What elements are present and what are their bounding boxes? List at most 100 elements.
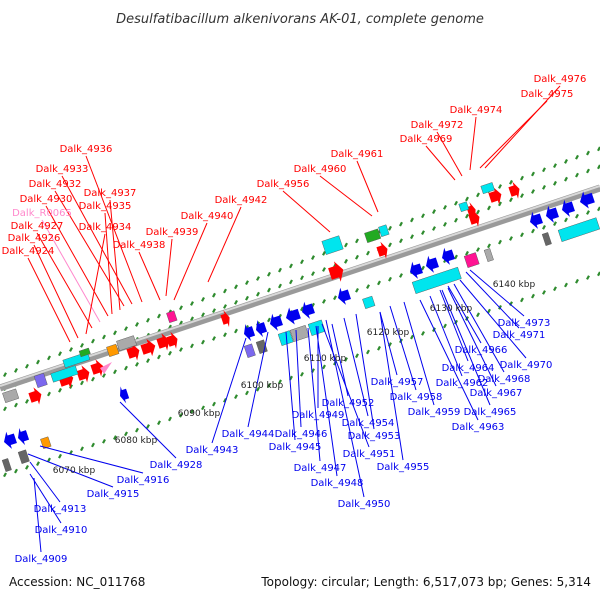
scale-tick-label: 6070 kbp: [53, 466, 96, 476]
tick-mark: [124, 431, 128, 437]
reverse-gene-arrow-shape: [442, 247, 455, 265]
tick-mark: [135, 322, 139, 327]
gene-label-bottom: Dalk_4955: [377, 462, 430, 473]
reverse-gene-box: [277, 330, 294, 346]
gene-label-bottom: Dalk_4952: [322, 398, 375, 409]
leader-line: [436, 131, 463, 177]
gene-label-bottom: Dalk_4950: [338, 499, 391, 510]
forward-gene-box-shape: [116, 335, 137, 351]
tick-mark: [520, 175, 524, 181]
forward-gene-box-shape: [321, 235, 344, 255]
tick-mark: [102, 334, 106, 340]
reverse-gene-box: [243, 343, 256, 358]
tick-mark: [509, 197, 513, 203]
tick-mark: [454, 319, 458, 325]
tick-mark: [245, 280, 249, 286]
tick-mark: [278, 267, 282, 273]
gene-label-top: Dalk_4942: [215, 195, 268, 206]
forward-gene-box: [480, 182, 495, 195]
reverse-gene-box: [557, 217, 600, 242]
tick-mark: [476, 312, 480, 318]
leader-line: [465, 271, 520, 329]
tick-mark: [410, 217, 414, 223]
leader-line: [36, 232, 93, 329]
gene-label-bottom: Dalk_4962: [436, 378, 489, 389]
gene-label-bottom: Dalk_4948: [311, 478, 364, 489]
leader-line: [109, 199, 121, 311]
forward-gene-box-shape: [2, 388, 20, 403]
tick-mark: [421, 265, 425, 271]
tick-mark: [256, 386, 260, 392]
leader-line: [459, 279, 527, 359]
scale-tick-label: 6080 kbp: [115, 436, 158, 446]
leader-line: [447, 285, 482, 344]
tick-mark: [432, 209, 436, 214]
tick-mark: [421, 331, 425, 336]
tick-mark: [25, 363, 29, 369]
tick-mark: [531, 189, 535, 194]
map-title: Desulfatibacillum alkenivorans AK-01, co…: [116, 12, 484, 27]
forward-gene-arrow: [488, 187, 502, 205]
gene-label-top: Dalk_4976: [534, 74, 587, 85]
tick-mark: [355, 238, 359, 244]
leader-line: [403, 301, 435, 406]
reverse-gene-box: [1, 458, 12, 472]
reverse-gene-box-shape: [289, 324, 310, 342]
tick-mark: [410, 334, 414, 340]
leader-line: [33, 477, 42, 553]
forward-gene-arrow: [140, 339, 156, 357]
reverse-gene-arrow: [338, 287, 351, 305]
forward-gene-box-shape: [106, 343, 120, 357]
tick-mark: [179, 320, 183, 326]
tick-mark: [190, 316, 194, 322]
forward-gene-arrow-shape: [220, 310, 230, 328]
gene-label-top: Dalk_4937: [84, 188, 137, 199]
tick-mark: [278, 379, 282, 385]
forward-gene-arrow-shape: [140, 339, 156, 357]
forward-gene-arrow: [90, 359, 104, 377]
tick-mark: [201, 312, 205, 318]
label-leader-lines: [27, 85, 561, 553]
gene-label-top: Dalk_4960: [294, 164, 347, 175]
reverse-gene-box-shape: [483, 248, 494, 262]
gene-label-top: Dalk_4935: [79, 201, 132, 212]
gene-label-top: Dalk_4975: [521, 89, 574, 100]
scale-tick-label: 6100 kbp: [241, 381, 284, 391]
tick-mark: [564, 217, 568, 223]
tick-mark: [300, 306, 304, 312]
forward-gene-arrow: [156, 333, 170, 351]
reverse-gene-box-shape: [541, 232, 552, 246]
tick-mark: [256, 291, 260, 297]
gene-label-bottom: Dalk_4957: [371, 377, 424, 388]
tick-mark: [542, 290, 546, 295]
forward-gene-box: [321, 235, 344, 255]
tick-mark: [355, 254, 359, 260]
tick-mark: [498, 239, 502, 245]
gene-label-bottom: Dalk_4915: [87, 489, 140, 500]
tick-mark: [223, 288, 227, 294]
forward-gene-arrow-shape: [28, 387, 42, 405]
tick-mark: [135, 362, 139, 367]
tick-mark: [542, 185, 546, 190]
scale-tick-label: 6120 kbp: [367, 328, 410, 338]
gene-label-top: Dalk_R0065: [12, 208, 72, 219]
tick-mark: [267, 287, 271, 293]
forward-gene-box-shape: [50, 365, 79, 383]
leader-line: [138, 251, 161, 301]
tick-mark: [531, 293, 535, 299]
forward-gene-box-shape: [364, 228, 382, 243]
tick-mark: [553, 286, 557, 292]
reverse-gene-arrow: [286, 307, 301, 325]
tick-mark: [465, 196, 469, 202]
reverse-gene-arrow: [18, 428, 30, 446]
reverse-gene-arrow: [562, 199, 575, 217]
forward-gene-box-shape: [480, 182, 495, 195]
reverse-gene-box: [17, 449, 30, 464]
leader-line: [321, 323, 370, 448]
gene-label-bottom: Dalk_4946: [275, 429, 328, 440]
gene-label-bottom: Dalk_4945: [269, 442, 322, 453]
tick-mark: [201, 405, 205, 411]
tick-mark: [344, 242, 348, 248]
tick-mark: [212, 401, 216, 407]
tick-mark: [366, 250, 370, 256]
